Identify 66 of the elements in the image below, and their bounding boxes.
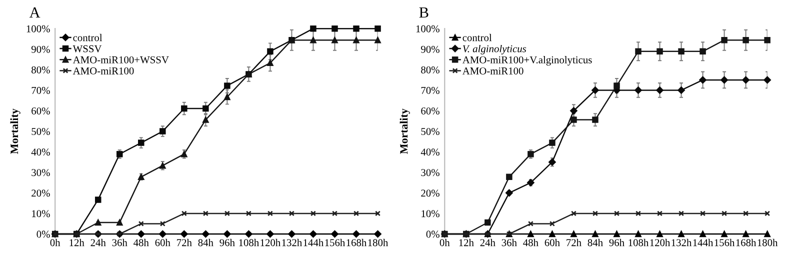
x-tick-label: 84h [198, 238, 214, 246]
y-tick-label: 100% [416, 25, 440, 32]
chart-title: A [29, 7, 40, 18]
y-tick-label: 90% [421, 46, 440, 53]
y-tick-label: 10% [422, 210, 440, 218]
y-tick-label: 30% [32, 169, 50, 176]
x-tick-label: 108h [239, 238, 259, 246]
x-tick-label: 132h [282, 238, 302, 246]
x-tick-label: 12h [459, 238, 474, 246]
x-tick-label: 144h [304, 238, 324, 246]
y-tick-label: 10% [32, 210, 50, 218]
y-tick-label: 60% [421, 107, 440, 115]
y-tick-label: 50% [32, 128, 50, 136]
x-tick-label: 144h [693, 238, 714, 246]
y-tick-label: 90% [31, 46, 50, 53]
x-tick-label: 180h [368, 238, 388, 246]
x-tick-label: 72h [177, 238, 192, 246]
x-tick-label: 180h [758, 238, 778, 246]
x-tick-label: 156h [714, 238, 735, 246]
x-tick-label: 60h [544, 238, 560, 246]
x-tick-label: 12h [70, 238, 84, 246]
x-tick-label: 168h [346, 238, 367, 246]
x-tick-label: 108h [628, 238, 649, 246]
y-tick-label: 100% [26, 25, 50, 32]
y-axis-title: Mortality [10, 108, 20, 154]
y-tick-label: 50% [421, 128, 440, 136]
y-tick-label: 70% [421, 86, 440, 94]
x-tick-label: 36h [112, 238, 128, 246]
x-tick-label: 24h [90, 238, 106, 246]
y-tick-label: 20% [32, 190, 50, 197]
y-tick-label: 30% [421, 169, 440, 176]
y-axis-title: Mortality [400, 108, 410, 154]
y-tick-label: 80% [32, 66, 50, 74]
x-tick-label: 96h [220, 238, 235, 246]
y-tick-label: 20% [421, 190, 440, 197]
legend-label: WSSV [72, 45, 102, 52]
legend-label: V. alginolyticus [462, 44, 526, 54]
x-tick-label: 0h [50, 238, 60, 246]
legend-label: control [73, 34, 102, 42]
legend-label: AMO-miR100 [72, 67, 134, 74]
x-tick-label: 36h [502, 238, 517, 246]
x-tick-label: 72h [566, 238, 582, 246]
y-tick-label: 70% [32, 86, 50, 94]
legend-label: AMO-miR100+WSSV [72, 56, 169, 64]
x-tick-label: 156h [325, 238, 346, 246]
legend-label: AMO-miR100 [462, 67, 524, 74]
x-tick-label: 48h [134, 238, 149, 246]
legend-label: control [462, 34, 492, 42]
x-tick-label: 168h [736, 238, 756, 246]
x-tick-label: 24h [480, 238, 496, 246]
chart-title: B [419, 7, 428, 18]
y-tick-label: 40% [420, 148, 440, 156]
x-tick-label: 60h [155, 238, 170, 246]
y-tick-label: 60% [32, 107, 50, 115]
x-tick-label: 0h [440, 238, 450, 246]
y-tick-label: 80% [421, 66, 440, 74]
x-tick-label: 120h [650, 238, 670, 246]
x-tick-label: 48h [523, 238, 538, 246]
y-tick-label: 0% [36, 230, 50, 238]
x-tick-label: 120h [260, 238, 280, 246]
x-tick-label: 84h [588, 238, 603, 246]
y-tick-label: 40% [31, 148, 50, 156]
y-tick-label: 0% [426, 230, 440, 238]
x-tick-label: 132h [672, 238, 692, 246]
x-tick-label: 96h [609, 238, 624, 246]
legend-label: AMO-miR100+V.alginolyticus [462, 56, 592, 66]
